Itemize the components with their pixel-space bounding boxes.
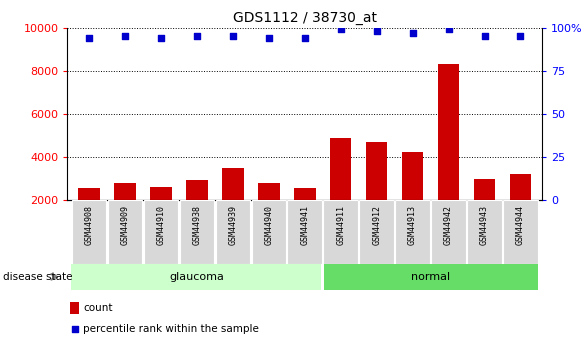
Text: GSM44911: GSM44911	[336, 205, 345, 245]
Bar	[510, 174, 532, 200]
Bar	[359, 200, 394, 264]
Bar	[108, 200, 142, 264]
Point	[156, 35, 166, 41]
Bar	[179, 200, 214, 264]
Bar	[402, 151, 424, 200]
Bar	[324, 264, 539, 290]
Bar	[431, 200, 466, 264]
Bar	[503, 200, 538, 264]
Text: GSM44939: GSM44939	[229, 205, 237, 245]
Text: GSM44943: GSM44943	[480, 205, 489, 245]
Text: disease state: disease state	[3, 272, 73, 282]
Bar	[222, 168, 244, 200]
Point	[480, 33, 489, 39]
Bar	[258, 183, 280, 200]
Bar	[71, 264, 321, 290]
Bar	[396, 200, 430, 264]
Bar	[330, 138, 352, 200]
Bar	[216, 200, 250, 264]
Point	[444, 27, 453, 32]
Point	[192, 33, 202, 39]
Point	[300, 35, 309, 41]
Bar	[467, 200, 502, 264]
Bar	[70, 303, 79, 314]
Text: GSM44912: GSM44912	[372, 205, 381, 245]
Bar	[438, 64, 459, 200]
Text: GSM44909: GSM44909	[121, 205, 130, 245]
Text: GSM44913: GSM44913	[408, 205, 417, 245]
Text: GSM44940: GSM44940	[264, 205, 273, 245]
Bar	[323, 200, 358, 264]
Text: GSM44941: GSM44941	[300, 205, 309, 245]
Bar	[114, 183, 136, 200]
Text: glaucoma: glaucoma	[169, 272, 224, 282]
Text: count: count	[83, 303, 113, 313]
Point	[336, 27, 345, 32]
Point	[372, 28, 381, 34]
Bar	[366, 142, 387, 200]
Text: GSM44908: GSM44908	[84, 205, 93, 245]
Text: GSM44942: GSM44942	[444, 205, 453, 245]
Text: GSM44944: GSM44944	[516, 205, 525, 245]
Bar	[473, 179, 495, 200]
Point	[516, 33, 525, 39]
Bar	[71, 200, 106, 264]
Point	[228, 33, 237, 39]
Point	[120, 33, 130, 39]
Text: GSM44910: GSM44910	[156, 205, 165, 245]
Text: GSM44938: GSM44938	[192, 205, 202, 245]
Point	[84, 35, 94, 41]
Title: GDS1112 / 38730_at: GDS1112 / 38730_at	[233, 11, 377, 25]
Point	[70, 326, 79, 332]
Text: percentile rank within the sample: percentile rank within the sample	[83, 324, 259, 334]
Point	[408, 30, 417, 36]
Point	[264, 35, 274, 41]
Text: normal: normal	[411, 272, 450, 282]
Bar	[186, 180, 207, 200]
Bar	[144, 200, 178, 264]
Bar	[251, 200, 286, 264]
Bar	[294, 188, 315, 200]
Bar	[78, 188, 100, 200]
Bar	[288, 200, 322, 264]
Bar	[150, 187, 172, 200]
